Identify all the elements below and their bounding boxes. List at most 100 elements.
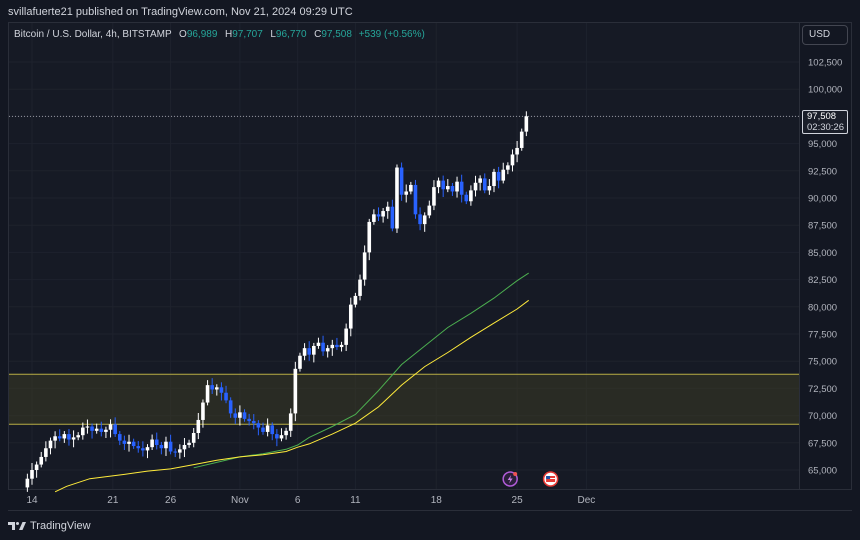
candle-body [30,470,34,479]
candle-body [515,147,519,155]
candle-body [358,279,362,296]
candle-body [81,427,85,436]
time-tick-label: 14 [26,495,38,506]
moving-average-fast [193,272,529,469]
candle-body [335,344,339,348]
candle-body [459,181,464,195]
candle-body [44,448,48,457]
candle-body [57,436,62,439]
candle-body [362,252,367,280]
candle-body [104,429,108,432]
candle-body [164,441,168,449]
candle-body [506,165,510,170]
us-flag-icon-canton [546,476,551,479]
candle-body [270,425,275,435]
candle-body [251,421,256,424]
candle-body [288,413,293,431]
candle-body [344,328,348,345]
candle-body [178,449,182,453]
currency-button[interactable]: USD [802,25,848,45]
time-tick-label: Dec [578,495,596,506]
candle-body [159,444,164,449]
candle-body [39,456,44,465]
brand-name: TradingView [30,520,91,532]
time-tick-label: 11 [350,495,361,506]
change-value: +539 (+0.56%) [358,29,425,40]
time-tick-label: 18 [431,495,443,506]
candle-body [381,211,385,217]
candle-body [136,446,141,449]
candle-body [191,433,196,443]
candle-body [519,131,524,148]
candle-body [455,181,459,192]
price-tick-label: 65,000 [808,466,837,477]
candle-body [25,478,30,488]
candle-body [215,387,219,390]
candle-body [187,442,191,445]
tradingview-logo-icon [8,522,26,530]
candle-body [413,184,418,215]
candle-body [473,182,478,191]
candle-body [418,214,422,225]
publish-info: svillafuerte21 published on TradingView.… [8,6,353,18]
price-tick-label: 100,000 [808,85,842,96]
candle-body [233,413,238,418]
candle-body [312,345,316,355]
close-label: C [314,29,322,40]
candle-body [496,171,501,181]
candle-body [321,342,325,352]
price-tick-label: 85,000 [808,248,837,259]
candle-body [122,440,127,444]
symbol-label[interactable]: Bitcoin / U.S. Dollar, 4h, BITSTAMP [14,29,172,40]
last-price-value: 97,508 [807,111,837,122]
candle-body [71,437,76,440]
candle-body [127,441,131,444]
candle-body [436,180,441,188]
candle-body [372,214,376,222]
candle-body [464,194,469,202]
candle-body [469,190,473,202]
us-flag-icon-stripe [546,478,556,479]
time-axis[interactable] [8,490,852,511]
candle-body [524,116,529,132]
price-tick-label: 77,500 [808,330,837,341]
candle-body [224,392,228,401]
candle-body [247,418,251,422]
tradingview-brand[interactable]: TradingView [8,518,91,534]
ohlc-legend: Bitcoin / U.S. Dollar, 4h, BITSTAMP O96,… [14,29,425,40]
candle-body [173,451,178,453]
open-value: 96,989 [186,29,218,40]
price-tick-label: 90,000 [808,194,837,205]
flash-icon-dot [513,472,518,476]
candle-body [238,412,242,418]
candle-body [85,426,90,428]
candle-body [256,423,261,428]
moving-average-slow [54,299,530,493]
candle-body [441,180,445,190]
candle-body [395,167,399,229]
candle-body [131,441,136,447]
candle-body [422,215,427,225]
price-tick-label: 102,500 [808,58,842,69]
candle-body [450,186,455,192]
price-tick-label: 80,000 [808,302,837,313]
candle-body [275,434,279,439]
candle-body [325,348,330,352]
price-tick-label: 95,000 [808,139,837,150]
candle-body [34,464,39,470]
candle-body [487,186,492,191]
candle-body [99,428,104,432]
low-label: L [270,29,276,40]
candle-body [94,428,99,431]
candle-body [307,348,311,355]
candle-body [141,448,145,451]
price-tick-label: 70,000 [808,411,837,422]
candle-body [376,214,381,217]
candle-body [399,167,404,195]
candle-body [302,348,307,356]
price-axis[interactable] [800,22,852,490]
candle-body [67,434,71,440]
candle-body [182,444,187,450]
candle-body [482,178,487,191]
candle-body [298,355,302,369]
